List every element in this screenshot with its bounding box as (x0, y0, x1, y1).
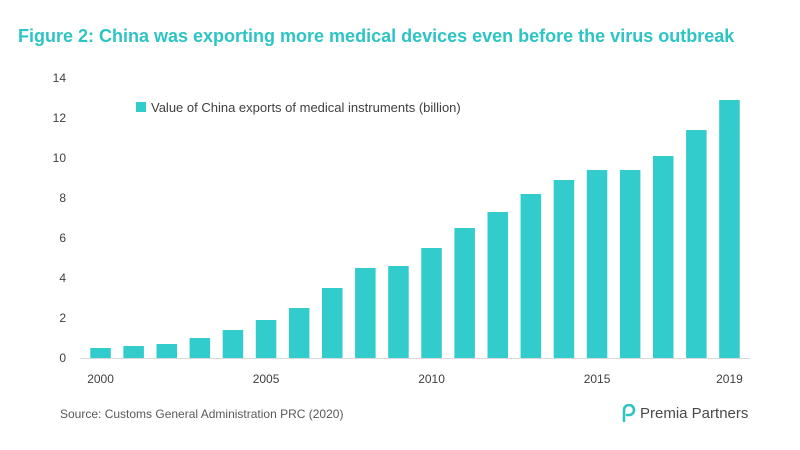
y-tick-label: 14 (53, 71, 67, 85)
chart-title: Figure 2: China was exporting more medic… (18, 26, 735, 46)
legend-swatch (136, 102, 146, 112)
x-tick-label: 2019 (716, 372, 743, 386)
bar-2008 (355, 268, 376, 358)
bar-2007 (321, 288, 343, 358)
y-tick-label: 0 (59, 351, 66, 365)
bar-2009 (388, 266, 409, 358)
y-tick-label: 12 (53, 111, 67, 125)
bar-2002 (156, 344, 178, 358)
bar-2010 (421, 248, 442, 358)
legend-label: Value of China exports of medical instru… (151, 100, 461, 115)
bar-2005 (255, 320, 277, 358)
brand-logo: Premia Partners (620, 404, 748, 422)
bar-2012 (487, 212, 509, 358)
bar-2017 (652, 156, 674, 358)
x-axis: 2000 2005 2010 2015 2019 (87, 372, 743, 386)
y-axis: 0 2 4 6 8 10 12 14 (53, 71, 67, 365)
x-tick-label: 2015 (584, 372, 611, 386)
x-tick-label: 2010 (418, 372, 445, 386)
bar-2003 (189, 338, 211, 358)
y-tick-label: 2 (59, 311, 66, 325)
y-tick-label: 4 (59, 271, 66, 285)
source-note: Source: Customs General Administration P… (60, 407, 344, 421)
bar-2014 (553, 180, 575, 358)
y-tick-label: 8 (59, 191, 66, 205)
bar-2004 (222, 330, 244, 358)
bars (90, 100, 740, 358)
brand-name: Premia Partners (640, 404, 749, 422)
premia-logo-icon (622, 404, 636, 422)
y-tick-label: 6 (59, 231, 66, 245)
bar-2006 (288, 308, 310, 358)
bar-2019 (719, 100, 740, 358)
bar-2000 (90, 348, 111, 358)
legend: Value of China exports of medical instru… (136, 100, 461, 115)
bar-2015 (586, 170, 608, 358)
bar-2001 (123, 346, 144, 358)
x-tick-label: 2000 (87, 372, 114, 386)
bar-2013 (520, 194, 542, 358)
bar-2016 (619, 170, 641, 358)
bar-2011 (454, 228, 475, 358)
bar-2018 (686, 130, 707, 358)
y-tick-label: 10 (53, 151, 67, 165)
x-tick-label: 2005 (253, 372, 280, 386)
